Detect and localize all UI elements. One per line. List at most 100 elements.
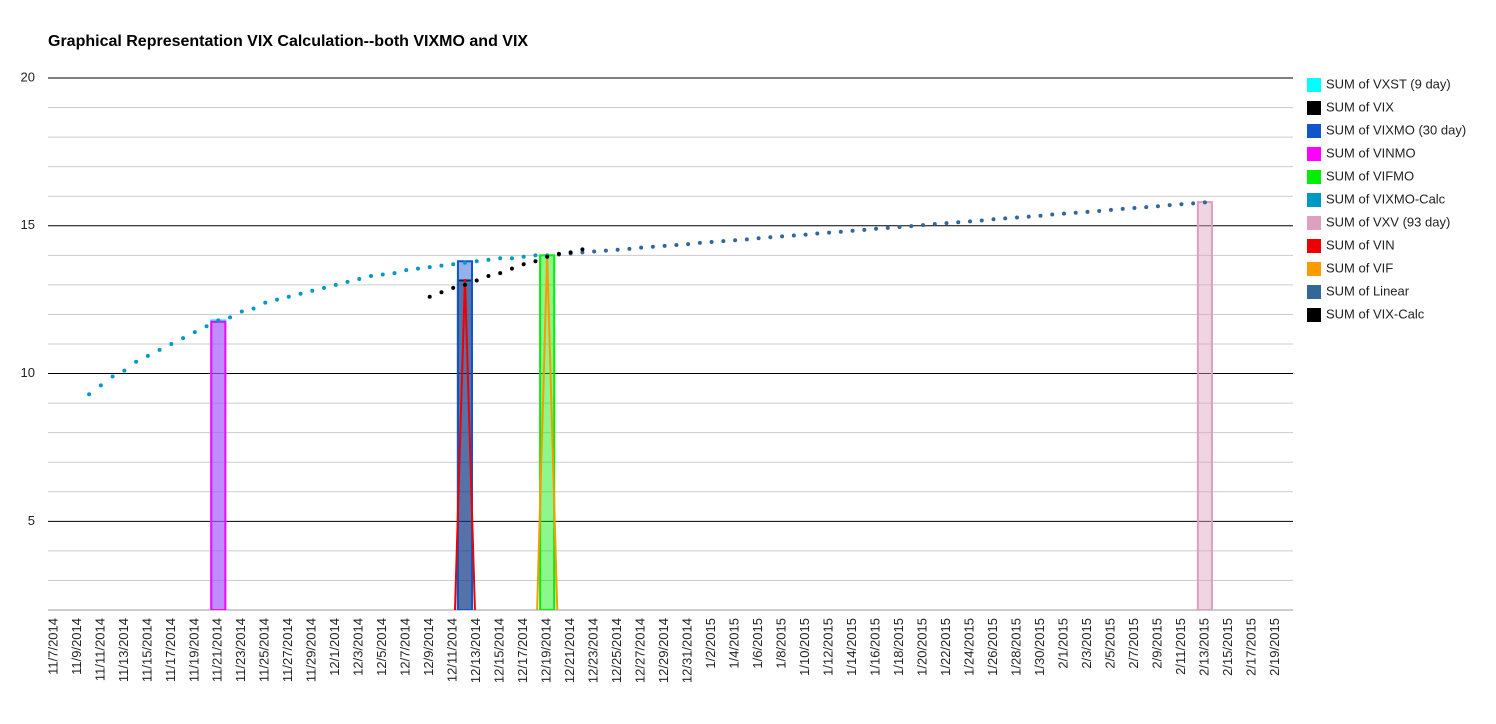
dot: [1014, 215, 1019, 220]
dot: [298, 291, 303, 296]
x-tick-label: 2/19/2015: [1267, 618, 1282, 676]
x-tick-label: 1/14/2015: [844, 618, 859, 676]
dot: [956, 220, 961, 225]
dot: [921, 223, 926, 228]
dot: [897, 224, 902, 229]
dot: [380, 272, 385, 277]
dot: [286, 294, 291, 299]
dot: [545, 254, 550, 259]
x-tick-label: 12/11/2014: [445, 618, 460, 682]
dot: [451, 262, 456, 267]
legend-label: SUM of VINMO: [1326, 145, 1416, 160]
dot: [791, 233, 796, 238]
dot: [1144, 205, 1149, 210]
x-tick-label: 1/12/2015: [820, 618, 835, 676]
legend-label: SUM of VXV (93 day): [1326, 214, 1450, 229]
axes: 5 10 15 20 11/7/2014 11/9/2014 11/11/2014 11/13…: [21, 69, 1282, 683]
x-tick-label: 12/3/2014: [351, 618, 366, 676]
dot: [509, 266, 514, 271]
dot: [533, 253, 538, 258]
legend-swatch: [1307, 147, 1321, 161]
y-tick-label: 20: [21, 69, 35, 84]
x-tick-label: 1/26/2015: [985, 618, 1000, 676]
dot: [368, 274, 373, 279]
dot: [533, 259, 538, 264]
dot: [1108, 207, 1113, 212]
dot: [134, 359, 139, 364]
legend-label: SUM of VXST (9 day): [1326, 76, 1451, 91]
legend-swatch: [1307, 216, 1321, 230]
dot: [498, 256, 503, 261]
dot: [392, 271, 397, 276]
x-tick-label: 2/1/2015: [1055, 618, 1070, 669]
dot: [568, 250, 573, 255]
dot: [404, 268, 409, 273]
x-tick-label: 12/5/2014: [374, 618, 389, 676]
dot: [1061, 211, 1066, 216]
legend-swatch: [1307, 124, 1321, 138]
dot: [263, 300, 268, 305]
x-tick-label: 2/7/2015: [1126, 618, 1141, 669]
dot: [1120, 206, 1125, 211]
dot: [486, 257, 491, 262]
x-tick-label: 1/22/2015: [938, 618, 953, 676]
x-tick-label: 12/1/2014: [327, 618, 342, 676]
legend-swatch: [1307, 78, 1321, 92]
dot: [768, 235, 773, 240]
y-tick-label: 10: [21, 365, 35, 380]
dot: [439, 263, 444, 268]
dot: [228, 315, 233, 320]
dot: [486, 274, 491, 279]
y-tick-label: 5: [28, 513, 35, 528]
dot: [615, 247, 620, 252]
dot: [721, 239, 726, 244]
x-tick-label: 11/11/2014: [92, 618, 107, 681]
dot: [474, 278, 479, 283]
x-tick-label: 12/23/2014: [586, 618, 601, 683]
dot: [627, 246, 632, 251]
x-tick-label: 2/17/2015: [1243, 618, 1258, 676]
dot: [1085, 209, 1090, 214]
dot: [1097, 209, 1102, 213]
legend-swatch: [1307, 170, 1321, 184]
legend-swatch: [1307, 193, 1321, 207]
x-tick-label: 2/11/2015: [1173, 618, 1188, 675]
dot: [110, 374, 115, 379]
bar: [210, 320, 227, 610]
dot: [1155, 204, 1160, 209]
x-tick-label: 11/17/2014: [163, 618, 178, 682]
dot: [322, 285, 327, 290]
x-tick-label: 11/15/2014: [139, 618, 154, 682]
dot: [333, 282, 338, 287]
x-tick-label: 11/9/2014: [69, 618, 84, 675]
chart-title: Graphical Representation VIX Calculation…: [48, 33, 528, 50]
x-tick-label: 11/13/2014: [116, 618, 131, 682]
dot: [451, 285, 456, 290]
line: [453, 278, 476, 610]
x-tick-label: 1/28/2015: [1008, 618, 1023, 676]
y-tick-label: 15: [21, 217, 35, 232]
dot: [169, 342, 174, 346]
dot: [991, 217, 996, 222]
dot: [968, 219, 973, 224]
dot: [803, 232, 808, 237]
dot: [357, 276, 362, 281]
dot: [827, 230, 832, 235]
dot: [1167, 203, 1172, 208]
x-tick-label: 12/27/2014: [633, 618, 648, 683]
x-tick-label: 12/19/2014: [539, 618, 554, 683]
legend-label: SUM of VIFMO: [1326, 168, 1414, 183]
dot: [932, 222, 937, 227]
dot: [1132, 206, 1137, 211]
x-tick-label: 1/30/2015: [1032, 618, 1047, 676]
x-tick-label: 2/5/2015: [1102, 618, 1117, 669]
x-tick-label: 11/23/2014: [233, 618, 248, 682]
legend-label: SUM of VIXMO (30 day): [1326, 122, 1466, 137]
x-tick-label: 12/13/2014: [468, 618, 483, 683]
dot: [509, 256, 514, 261]
x-tick-label: 1/4/2015: [727, 618, 742, 669]
x-tick-label: 2/13/2015: [1196, 618, 1211, 676]
dot: [1073, 210, 1078, 215]
dot: [874, 226, 879, 231]
dot: [1202, 200, 1207, 205]
